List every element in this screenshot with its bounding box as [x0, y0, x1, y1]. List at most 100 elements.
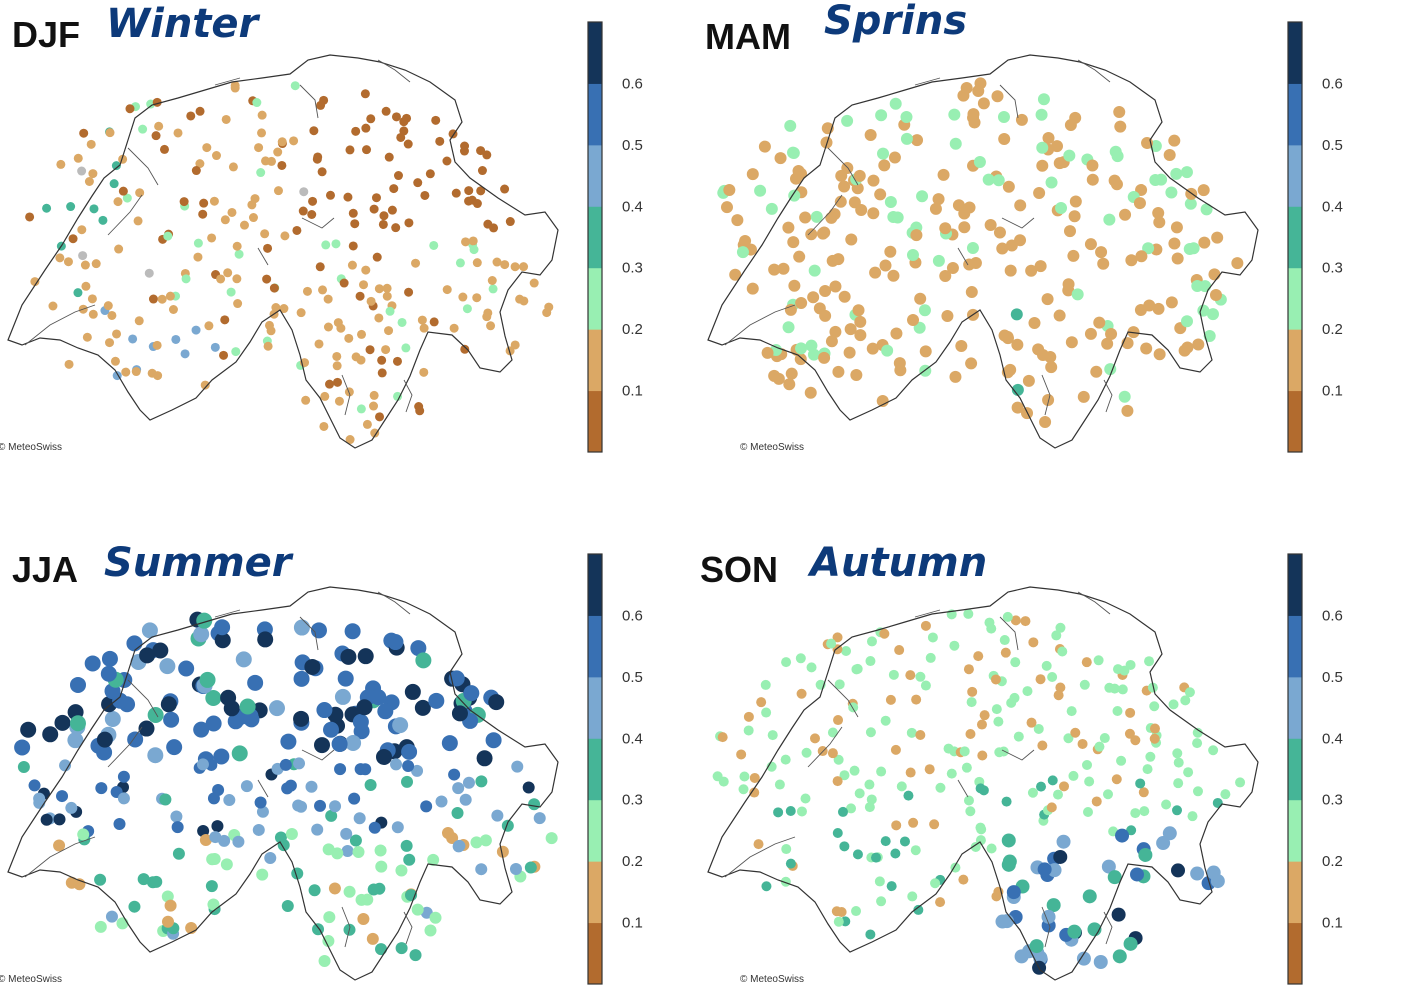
station-dot	[929, 819, 940, 830]
station-dot	[352, 713, 369, 730]
station-dot	[831, 906, 842, 917]
station-dot	[843, 346, 856, 359]
station-dot	[357, 329, 367, 339]
station-dot	[393, 171, 403, 181]
station-dot	[453, 839, 466, 852]
station-dot	[990, 674, 1001, 685]
station-dot	[1093, 316, 1106, 329]
station-dot	[758, 140, 771, 153]
station-dot	[64, 359, 74, 369]
station-dot	[1059, 781, 1070, 792]
station-dot	[978, 785, 989, 796]
station-dot	[970, 841, 981, 852]
station-dot	[126, 635, 143, 652]
station-dot	[1121, 404, 1134, 417]
station-dot	[391, 821, 404, 834]
station-dot	[993, 226, 1006, 239]
station-dot	[116, 917, 129, 930]
station-dot	[1180, 315, 1193, 328]
station-dot	[1172, 748, 1183, 759]
station-dot	[353, 812, 366, 825]
station-dot	[958, 874, 969, 885]
station-dot	[838, 180, 851, 193]
station-dot	[78, 251, 88, 261]
station-dot	[796, 806, 807, 817]
station-dot	[1046, 802, 1057, 813]
station-dot	[1190, 866, 1205, 881]
colorbar-frame	[1287, 553, 1303, 985]
station-dot	[118, 186, 128, 196]
station-dot	[163, 711, 180, 728]
station-dot	[1047, 672, 1058, 683]
station-dot	[152, 340, 162, 350]
station-dot	[939, 222, 952, 235]
station-dot	[939, 270, 952, 283]
station-dot	[1180, 166, 1193, 179]
station-dot	[232, 274, 242, 284]
colorbar-segment	[1288, 799, 1302, 862]
station-dot	[966, 242, 979, 255]
station-dot	[267, 156, 277, 166]
station-dot	[476, 750, 493, 767]
station-dot	[908, 817, 919, 828]
station-dot	[1063, 733, 1074, 744]
station-dot	[795, 342, 808, 355]
station-dot	[1047, 775, 1058, 786]
station-dot	[163, 231, 173, 241]
colorbar-segment	[1288, 144, 1302, 207]
colorbar-tick-label: 0.1	[1322, 383, 1343, 400]
colorbar-tick-label: 0.2	[622, 321, 643, 338]
colorbar-tick-label: 0.6	[1322, 607, 1343, 624]
station-dot	[913, 904, 924, 915]
station-dot	[1053, 690, 1064, 701]
station-dot	[966, 697, 977, 708]
colorbar-legend: 0.1 0.2 0.3 0.4 0.5 0.6	[1287, 21, 1343, 453]
station-dot	[374, 844, 387, 857]
station-dot	[749, 787, 760, 798]
station-dot	[1198, 236, 1211, 249]
station-dot	[881, 344, 894, 357]
season-handwritten-label: Sprins	[824, 0, 967, 44]
station-dot	[257, 110, 267, 120]
station-dot	[979, 710, 990, 721]
station-dot	[1034, 260, 1047, 273]
station-dot	[864, 802, 875, 813]
station-dot	[343, 192, 353, 202]
station-dot	[56, 790, 69, 803]
colorbar-tick-label: 0.2	[622, 853, 643, 870]
station-dot	[186, 111, 196, 121]
station-dot	[749, 772, 760, 783]
station-dot	[907, 891, 918, 902]
station-dot	[849, 765, 860, 776]
station-dot	[205, 689, 222, 706]
station-dot	[409, 949, 422, 962]
station-dot	[890, 327, 903, 340]
station-dot	[1055, 622, 1066, 633]
station-dot	[1091, 796, 1102, 807]
station-dot	[344, 333, 354, 343]
station-dot	[347, 260, 357, 270]
station-dot	[352, 845, 365, 858]
station-dot	[739, 235, 752, 248]
station-dot	[448, 768, 461, 781]
station-dot	[109, 179, 119, 189]
station-dot	[413, 178, 423, 188]
station-dot	[807, 291, 820, 304]
station-dot	[414, 402, 424, 412]
station-dot	[441, 826, 454, 839]
station-dot	[1144, 656, 1155, 667]
panel-djf: DJF Winter © MeteoSwiss 0.1 0.2 0.3 0.4 0.5 0…	[0, 0, 700, 494]
station-dot	[723, 183, 736, 196]
station-dot	[866, 794, 877, 805]
station-dot	[1052, 789, 1063, 800]
station-dot	[160, 696, 177, 713]
station-dot	[344, 387, 354, 397]
season-handwritten-label: Winter	[106, 1, 261, 47]
station-dot	[787, 236, 800, 249]
station-dot	[864, 128, 877, 141]
colorbar-frame	[587, 553, 603, 985]
station-dot	[1028, 637, 1039, 648]
station-dot	[240, 780, 253, 793]
station-dot	[360, 89, 370, 99]
station-dot	[462, 304, 472, 314]
